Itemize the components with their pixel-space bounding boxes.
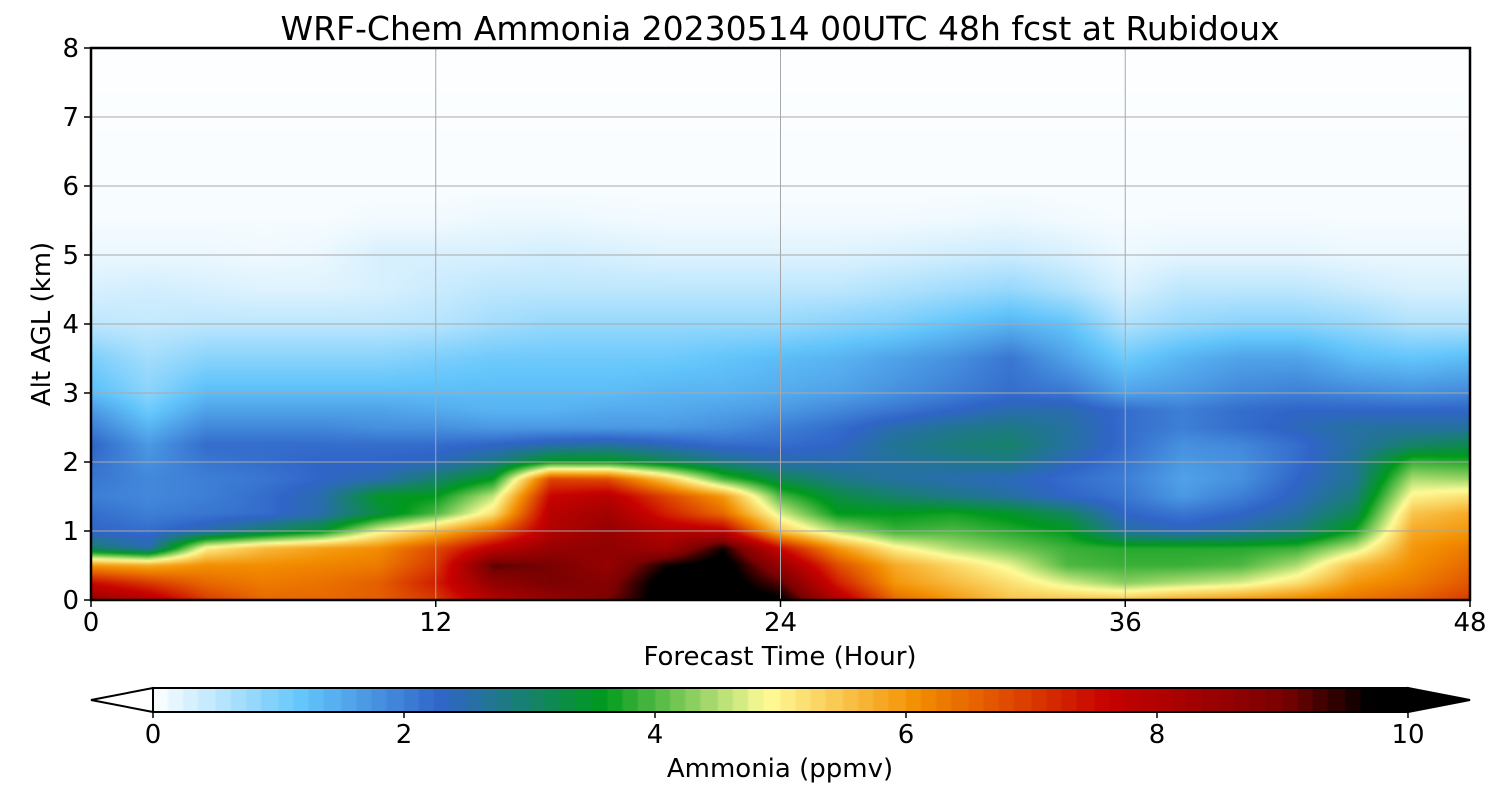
y-tick-label: 7 [62, 103, 79, 133]
x-axis-label: Forecast Time (Hour) [643, 642, 916, 672]
y-tick-label: 6 [62, 172, 79, 202]
x-tick-label: 12 [419, 608, 452, 638]
colorbar-tick-label: 6 [898, 720, 915, 750]
y-tick-label: 5 [62, 241, 79, 271]
y-tick-label: 2 [62, 448, 79, 478]
colorbar-extend-low [90, 686, 154, 714]
y-axis: 0 1 2 3 4 5 6 7 8 [62, 34, 91, 616]
x-tick-label: 36 [1109, 608, 1142, 638]
x-axis: 0 12 24 36 48 [83, 600, 1487, 638]
colorbar-tick-label: 0 [145, 720, 162, 750]
colorbar-tick-label: 10 [1391, 720, 1424, 750]
y-tick-label: 0 [62, 586, 79, 616]
colorbar-label: Ammonia (ppmv) [667, 754, 893, 784]
y-axis-label: Alt AGL (km) [27, 242, 57, 406]
x-tick-label: 24 [764, 608, 797, 638]
x-tick-label: 48 [1453, 608, 1486, 638]
colorbar-tick-label: 8 [1149, 720, 1166, 750]
colorbar-frame [152, 687, 1409, 713]
grid-lines [91, 48, 1470, 600]
chart-title: WRF-Chem Ammonia 20230514 00UTC 48h fcst… [280, 9, 1279, 48]
colorbar-tick-label: 2 [396, 720, 413, 750]
colorbar-extend-high [1407, 686, 1471, 714]
x-tick-label: 0 [83, 608, 100, 638]
y-tick-label: 1 [62, 517, 79, 547]
y-tick-label: 4 [62, 310, 79, 340]
colorbar-ticks: 0 2 4 6 8 10 [145, 712, 1425, 750]
colorbar-tick-label: 4 [647, 720, 664, 750]
y-tick-label: 3 [62, 379, 79, 409]
y-tick-label: 8 [62, 34, 79, 64]
colorbar: 0 2 4 6 8 10 Ammonia (ppmv) [90, 686, 1471, 784]
colorbar-gradient [153, 688, 1408, 712]
